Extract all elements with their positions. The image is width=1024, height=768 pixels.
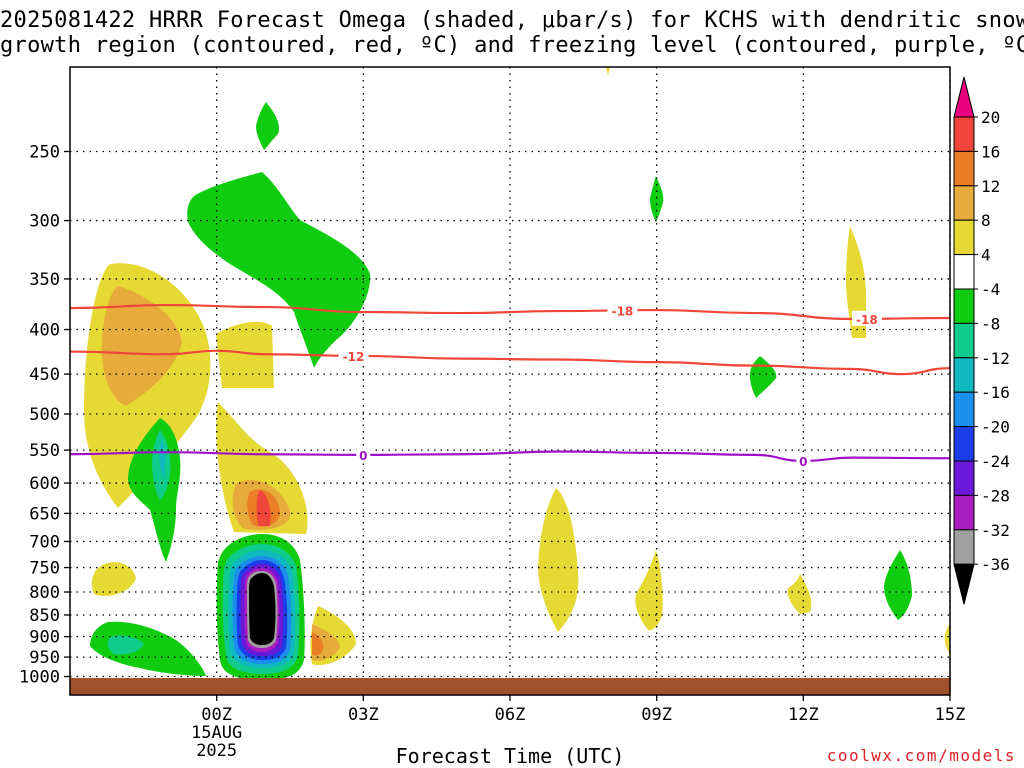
- colorbar-label-7: -12: [981, 349, 1010, 368]
- contour-label--12-0: -12: [343, 350, 365, 364]
- y-tick-label-800: 800: [29, 583, 60, 603]
- omega-area-orange-left: [101, 286, 182, 406]
- omega-area-green-top: [256, 102, 280, 150]
- x-axis-label: Forecast Time (UTC): [395, 744, 625, 768]
- colorbar-bin-2: [953, 150, 975, 187]
- contour-label--18-1: -18: [856, 313, 878, 327]
- chart-title-line-2: growth region (contoured, red, ºC) and f…: [0, 33, 1024, 58]
- omega-area-yellow-13z: [787, 574, 812, 614]
- colorbar-label-12: -32: [981, 521, 1010, 540]
- colorbar-bin-13: [953, 529, 975, 565]
- colorbar-label-1: 16: [981, 142, 1000, 161]
- x-tick-sublabel-2025: 2025: [196, 741, 237, 761]
- colorbar-bin-5: [953, 254, 975, 290]
- colorbar-bin-12: [953, 494, 975, 531]
- ground-surface: [70, 678, 950, 695]
- y-tick-label-300: 300: [29, 212, 60, 232]
- contour-label-bg--12-0: [338, 347, 369, 363]
- contour-label-bg--18-0: [607, 302, 638, 318]
- contour-label-bg-0-1: [796, 452, 811, 468]
- omega-area-red-lowmid: [256, 490, 271, 526]
- colorbar-bottom-arrow: [953, 563, 975, 605]
- omega-area-green-15z: [884, 550, 912, 620]
- colorbar-bin-7: [953, 322, 975, 359]
- colorbar-top-arrow: [953, 76, 975, 118]
- y-tick-label-400: 400: [29, 321, 60, 341]
- colorbar-label-10: -24: [981, 452, 1010, 471]
- colorbar-label-13: -36: [981, 555, 1010, 574]
- omega-core-black: [249, 573, 276, 645]
- colorbar-label-2: 12: [981, 177, 1000, 196]
- colorbar-label-8: -16: [981, 383, 1010, 402]
- y-tick-label-350: 350: [29, 270, 60, 290]
- omega-shaded-areas: [84, 67, 950, 680]
- omega-area-green-10z: [650, 176, 664, 222]
- contour-label-bg-0-0: [356, 446, 371, 462]
- omega-area-yellow-8z: [538, 488, 579, 632]
- omega-area-cyan-left-mid: [159, 440, 166, 478]
- omega-area-darkorange-3z: [312, 632, 324, 656]
- contour-label--18-0: -18: [612, 304, 634, 318]
- x-tick-label-15Z: 15Z: [935, 705, 966, 725]
- colorbar-label-3: 8: [981, 211, 991, 230]
- x-tick-label-12Z: 12Z: [788, 705, 819, 725]
- colorbar-label-4: 4: [981, 246, 991, 265]
- y-tick-label-600: 600: [29, 474, 60, 494]
- x-tick-label-06Z: 06Z: [495, 705, 526, 725]
- y-tick-label-650: 650: [29, 504, 60, 524]
- contour-line--12: [70, 349, 950, 376]
- y-tick-label-950: 950: [29, 648, 60, 668]
- y-tick-label-850: 850: [29, 606, 60, 626]
- source-credit[interactable]: coolwx.com/models: [826, 746, 1016, 765]
- omega-area-yellow-top: [606, 67, 610, 76]
- colorbar-label-11: -28: [981, 486, 1010, 505]
- x-tick-label-09Z: 09Z: [641, 705, 672, 725]
- colorbar-label-5: -4: [981, 280, 1000, 299]
- y-tick-label-1000: 1000: [19, 668, 60, 688]
- y-tick-label-700: 700: [29, 532, 60, 552]
- y-tick-label-900: 900: [29, 628, 60, 648]
- omega-area-teal-lower-left: [107, 635, 144, 655]
- omega-area-yellow-mid: [216, 321, 274, 388]
- colorbar-bin-1: [953, 116, 975, 152]
- colorbar-label-0: 20: [981, 108, 1000, 127]
- contour-label-0-0: 0: [359, 449, 367, 463]
- y-tick-label-750: 750: [29, 559, 60, 579]
- contour-label-0-1: 0: [799, 455, 807, 469]
- y-tick-label-550: 550: [29, 441, 60, 461]
- colorbar-label-9: -20: [981, 418, 1010, 437]
- colorbar-bin-6: [953, 288, 975, 324]
- omega-area-green-lower-left: [90, 621, 206, 676]
- x-tick-sublabel-15AUG: 15AUG: [191, 723, 242, 743]
- omega-area-yellow-edge: [944, 624, 950, 654]
- omega-colorbar: 20 16 12 8 4 -4 -8 -12 -16 -20 -24 -28 -32 -36: [953, 76, 1010, 605]
- x-tick-label-00Z: 00Z: [201, 705, 232, 725]
- temperature-contours: -18 -18 -12 0 0: [70, 302, 950, 469]
- colorbar-bin-10: [953, 426, 975, 462]
- omega-area-yellow-small-left: [91, 562, 136, 597]
- pressure-axis: 2503003504004505005506006507007508008509…: [19, 143, 70, 688]
- y-tick-label-500: 500: [29, 405, 60, 425]
- contour-label-bg--18-1: [851, 310, 882, 326]
- x-tick-label-03Z: 03Z: [348, 705, 379, 725]
- colorbar-bin-9: [953, 391, 975, 428]
- colorbar-bin-3: [953, 185, 975, 221]
- colorbar-bin-8: [953, 357, 975, 393]
- chart-title-line-1: 2025081422 HRRR Forecast Omega (shaded, …: [0, 8, 1024, 33]
- contour-line-0: [70, 450, 950, 463]
- y-tick-label-250: 250: [29, 143, 60, 163]
- colorbar-label-6: -8: [981, 314, 1000, 333]
- colorbar-bin-11: [953, 460, 975, 496]
- colorbar-bin-4: [953, 219, 975, 256]
- omega-area-yellow-10z: [635, 550, 663, 631]
- y-tick-label-450: 450: [29, 365, 60, 385]
- omega-area-yellow-14z: [846, 226, 866, 338]
